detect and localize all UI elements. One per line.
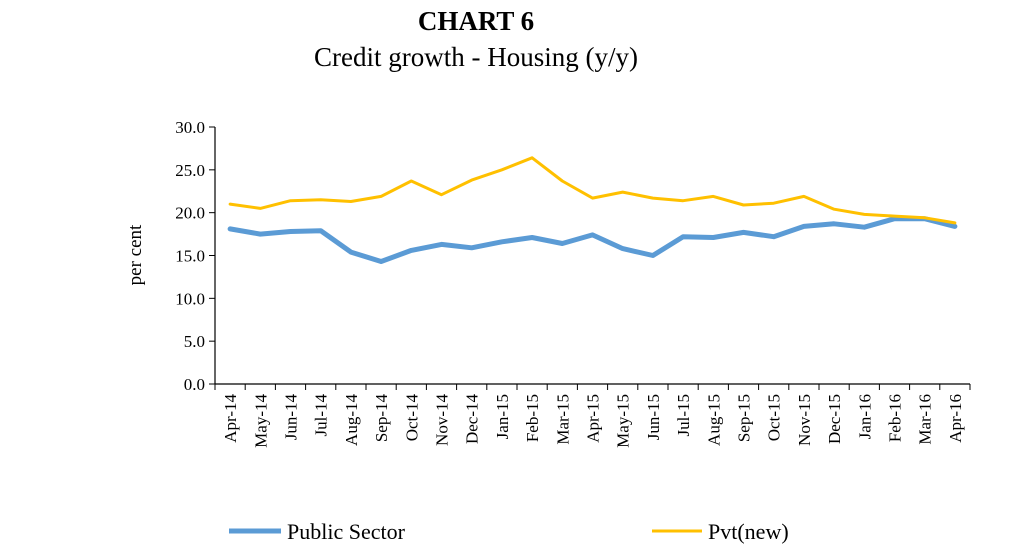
x-axis-ticks: Apr-14 May-14 Jun-14 Jul-14 Aug-14 Sep-14 Oct-…	[214, 384, 971, 448]
series-lines	[227, 156, 958, 264]
x-tick-label: Oct-15	[765, 394, 784, 441]
x-tick-label: Jul-15	[674, 394, 693, 437]
series-line-public-sector	[227, 216, 958, 264]
y-tick-label: 30.0	[175, 118, 205, 137]
y-tick-label: 0.0	[184, 375, 205, 394]
x-tick-label: Mar-15	[553, 394, 572, 445]
x-tick-label: Apr-16	[946, 394, 965, 443]
x-tick-label: Nov-14	[433, 394, 452, 446]
x-tick-label: Sep-15	[735, 394, 754, 442]
x-tick-label: Dec-14	[463, 394, 482, 445]
y-tick-label: 15.0	[175, 247, 205, 266]
x-tick-label: Jun-15	[644, 394, 663, 440]
x-tick-label: May-14	[251, 394, 270, 448]
x-tick-label: Jun-14	[282, 394, 301, 441]
x-tick-label: Apr-15	[584, 394, 603, 443]
x-tick-label: Apr-14	[221, 394, 240, 443]
x-tick-label: Sep-14	[372, 394, 391, 443]
y-tick-label: 5.0	[184, 332, 205, 351]
series-line-pvt-new	[228, 156, 957, 225]
chart-title: CHART 6	[418, 6, 534, 36]
axes	[214, 127, 970, 385]
x-tick-label: Feb-16	[886, 394, 905, 442]
chart-subtitle: Credit growth - Housing (y/y)	[314, 42, 638, 72]
legend-label-pvt-new: Pvt(new)	[708, 519, 789, 544]
x-tick-label: May-15	[614, 394, 633, 448]
y-tick-label: 25.0	[175, 161, 205, 180]
x-tick-label: Aug-15	[704, 394, 723, 446]
x-tick-label: Aug-14	[342, 394, 361, 446]
x-tick-label: Nov-15	[795, 394, 814, 446]
y-axis-label: per cent	[125, 224, 146, 285]
x-tick-label: Dec-15	[825, 394, 844, 444]
x-tick-label: Feb-15	[523, 394, 542, 442]
x-tick-label: Jan-16	[855, 394, 874, 439]
legend-label-public-sector: Public Sector	[287, 519, 406, 544]
x-tick-label: Jul-14	[312, 394, 331, 437]
x-tick-label: Oct-14	[402, 394, 421, 442]
y-tick-label: 10.0	[175, 289, 205, 308]
legend: Public Sector Pvt(new)	[229, 519, 789, 544]
y-tick-label: 20.0	[175, 204, 205, 223]
x-tick-label: Jan-15	[493, 394, 512, 439]
x-tick-label: Mar-16	[916, 394, 935, 445]
y-axis-ticks: 0.0 5.0 10.0 15.0 20.0 25.0 30.0	[175, 118, 215, 394]
